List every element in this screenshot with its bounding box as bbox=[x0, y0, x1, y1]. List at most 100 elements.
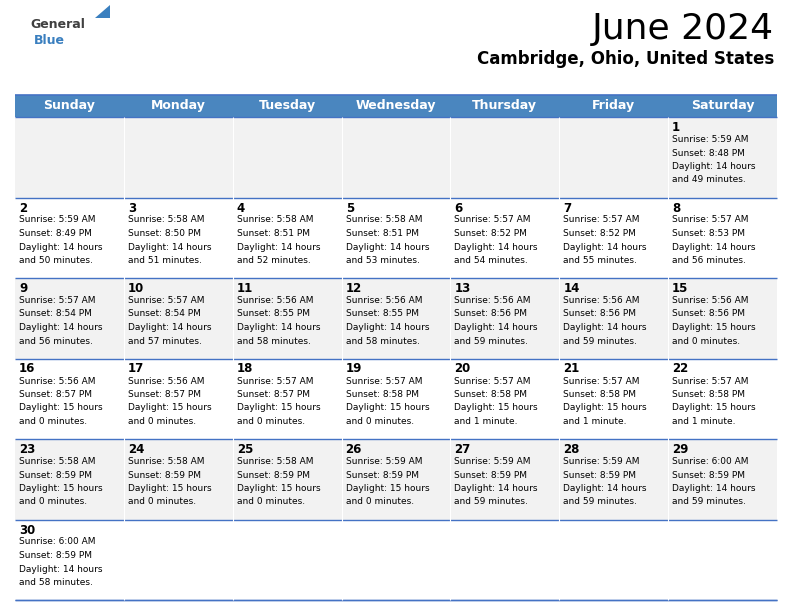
Text: 7: 7 bbox=[563, 201, 571, 214]
Text: Sunset: 8:58 PM: Sunset: 8:58 PM bbox=[455, 390, 527, 399]
Text: 5: 5 bbox=[345, 201, 354, 214]
Text: Sunrise: 5:59 AM: Sunrise: 5:59 AM bbox=[345, 457, 422, 466]
Text: 29: 29 bbox=[672, 443, 688, 456]
Text: Daylight: 15 hours: Daylight: 15 hours bbox=[19, 403, 103, 412]
Bar bbox=[15, 278, 777, 359]
Text: Sunrise: 5:56 AM: Sunrise: 5:56 AM bbox=[128, 376, 204, 386]
Text: Sunset: 8:52 PM: Sunset: 8:52 PM bbox=[455, 229, 527, 238]
Text: Sunset: 8:50 PM: Sunset: 8:50 PM bbox=[128, 229, 201, 238]
Bar bbox=[15, 439, 777, 520]
Text: Sunrise: 5:58 AM: Sunrise: 5:58 AM bbox=[237, 457, 313, 466]
Text: and 59 minutes.: and 59 minutes. bbox=[455, 337, 528, 346]
Text: 30: 30 bbox=[19, 523, 36, 537]
Text: Daylight: 14 hours: Daylight: 14 hours bbox=[128, 242, 211, 252]
Text: 20: 20 bbox=[455, 362, 470, 376]
Text: and 0 minutes.: and 0 minutes. bbox=[345, 498, 413, 507]
Text: 17: 17 bbox=[128, 362, 144, 376]
Text: 13: 13 bbox=[455, 282, 470, 295]
Text: Sunset: 8:59 PM: Sunset: 8:59 PM bbox=[19, 551, 92, 560]
Text: Daylight: 14 hours: Daylight: 14 hours bbox=[672, 162, 756, 171]
Bar bbox=[15, 117, 777, 198]
Text: and 0 minutes.: and 0 minutes. bbox=[128, 417, 196, 426]
Text: and 1 minute.: and 1 minute. bbox=[672, 417, 736, 426]
Text: Sunset: 8:56 PM: Sunset: 8:56 PM bbox=[563, 310, 636, 318]
Text: Sunset: 8:59 PM: Sunset: 8:59 PM bbox=[455, 471, 527, 479]
Text: Sunrise: 5:57 AM: Sunrise: 5:57 AM bbox=[563, 376, 640, 386]
Text: and 0 minutes.: and 0 minutes. bbox=[672, 337, 741, 346]
Text: Sunrise: 5:58 AM: Sunrise: 5:58 AM bbox=[19, 457, 96, 466]
Text: 24: 24 bbox=[128, 443, 144, 456]
Text: Daylight: 15 hours: Daylight: 15 hours bbox=[563, 403, 647, 412]
Text: 16: 16 bbox=[19, 362, 36, 376]
Text: 1: 1 bbox=[672, 121, 680, 134]
Text: 12: 12 bbox=[345, 282, 362, 295]
Text: Daylight: 14 hours: Daylight: 14 hours bbox=[563, 323, 647, 332]
Text: Sunrise: 5:59 AM: Sunrise: 5:59 AM bbox=[455, 457, 531, 466]
Text: 26: 26 bbox=[345, 443, 362, 456]
Text: Sunrise: 5:56 AM: Sunrise: 5:56 AM bbox=[563, 296, 640, 305]
Text: Daylight: 15 hours: Daylight: 15 hours bbox=[345, 484, 429, 493]
Text: and 0 minutes.: and 0 minutes. bbox=[128, 498, 196, 507]
Text: Sunrise: 5:56 AM: Sunrise: 5:56 AM bbox=[237, 296, 313, 305]
Text: Sunset: 8:58 PM: Sunset: 8:58 PM bbox=[672, 390, 745, 399]
Text: and 0 minutes.: and 0 minutes. bbox=[237, 417, 305, 426]
Text: Wednesday: Wednesday bbox=[356, 100, 436, 113]
Text: Daylight: 15 hours: Daylight: 15 hours bbox=[237, 403, 320, 412]
Bar bbox=[15, 198, 777, 278]
Text: Daylight: 15 hours: Daylight: 15 hours bbox=[237, 484, 320, 493]
Text: Daylight: 15 hours: Daylight: 15 hours bbox=[455, 403, 538, 412]
Text: Sunrise: 6:00 AM: Sunrise: 6:00 AM bbox=[672, 457, 748, 466]
Text: and 0 minutes.: and 0 minutes. bbox=[19, 498, 87, 507]
Text: Sunset: 8:56 PM: Sunset: 8:56 PM bbox=[672, 310, 745, 318]
Text: 18: 18 bbox=[237, 362, 253, 376]
Text: Sunset: 8:52 PM: Sunset: 8:52 PM bbox=[563, 229, 636, 238]
Bar bbox=[559, 95, 668, 117]
Text: and 52 minutes.: and 52 minutes. bbox=[237, 256, 310, 265]
Text: Sunrise: 5:56 AM: Sunrise: 5:56 AM bbox=[672, 296, 748, 305]
Text: and 55 minutes.: and 55 minutes. bbox=[563, 256, 637, 265]
Text: Daylight: 14 hours: Daylight: 14 hours bbox=[672, 242, 756, 252]
Text: Sunset: 8:51 PM: Sunset: 8:51 PM bbox=[345, 229, 418, 238]
Text: General: General bbox=[30, 18, 85, 31]
Text: Sunset: 8:48 PM: Sunset: 8:48 PM bbox=[672, 149, 745, 157]
Text: Sunrise: 5:58 AM: Sunrise: 5:58 AM bbox=[345, 215, 422, 225]
Text: Sunrise: 5:56 AM: Sunrise: 5:56 AM bbox=[19, 376, 96, 386]
Text: 25: 25 bbox=[237, 443, 253, 456]
Bar bbox=[341, 95, 451, 117]
Text: 22: 22 bbox=[672, 362, 688, 376]
Bar bbox=[233, 95, 341, 117]
Text: 15: 15 bbox=[672, 282, 688, 295]
Text: and 51 minutes.: and 51 minutes. bbox=[128, 256, 202, 265]
Text: Daylight: 14 hours: Daylight: 14 hours bbox=[237, 323, 320, 332]
Text: June 2024: June 2024 bbox=[592, 12, 774, 46]
Text: Daylight: 15 hours: Daylight: 15 hours bbox=[345, 403, 429, 412]
Text: and 0 minutes.: and 0 minutes. bbox=[19, 417, 87, 426]
Text: and 59 minutes.: and 59 minutes. bbox=[563, 498, 637, 507]
Text: Sunset: 8:57 PM: Sunset: 8:57 PM bbox=[19, 390, 92, 399]
Text: Sunset: 8:54 PM: Sunset: 8:54 PM bbox=[128, 310, 200, 318]
Text: 4: 4 bbox=[237, 201, 245, 214]
Bar bbox=[15, 520, 777, 600]
Text: Sunset: 8:55 PM: Sunset: 8:55 PM bbox=[345, 310, 418, 318]
Text: Friday: Friday bbox=[592, 100, 635, 113]
Bar bbox=[451, 95, 559, 117]
Text: Sunset: 8:57 PM: Sunset: 8:57 PM bbox=[128, 390, 201, 399]
Text: Thursday: Thursday bbox=[472, 100, 537, 113]
Text: Sunset: 8:58 PM: Sunset: 8:58 PM bbox=[563, 390, 636, 399]
Text: and 58 minutes.: and 58 minutes. bbox=[19, 578, 93, 587]
Text: Sunrise: 5:56 AM: Sunrise: 5:56 AM bbox=[345, 296, 422, 305]
Text: Daylight: 15 hours: Daylight: 15 hours bbox=[672, 403, 756, 412]
Polygon shape bbox=[95, 5, 110, 18]
Text: Sunrise: 5:59 AM: Sunrise: 5:59 AM bbox=[672, 135, 748, 144]
Text: Sunrise: 5:58 AM: Sunrise: 5:58 AM bbox=[128, 215, 204, 225]
Bar bbox=[124, 95, 233, 117]
Text: Sunrise: 5:57 AM: Sunrise: 5:57 AM bbox=[345, 376, 422, 386]
Text: Sunset: 8:57 PM: Sunset: 8:57 PM bbox=[237, 390, 310, 399]
Text: Sunday: Sunday bbox=[44, 100, 95, 113]
Text: and 56 minutes.: and 56 minutes. bbox=[19, 337, 93, 346]
Text: Sunrise: 5:57 AM: Sunrise: 5:57 AM bbox=[563, 215, 640, 225]
Text: Sunset: 8:54 PM: Sunset: 8:54 PM bbox=[19, 310, 92, 318]
Bar bbox=[668, 95, 777, 117]
Text: and 49 minutes.: and 49 minutes. bbox=[672, 176, 746, 184]
Text: Sunrise: 5:57 AM: Sunrise: 5:57 AM bbox=[455, 215, 531, 225]
